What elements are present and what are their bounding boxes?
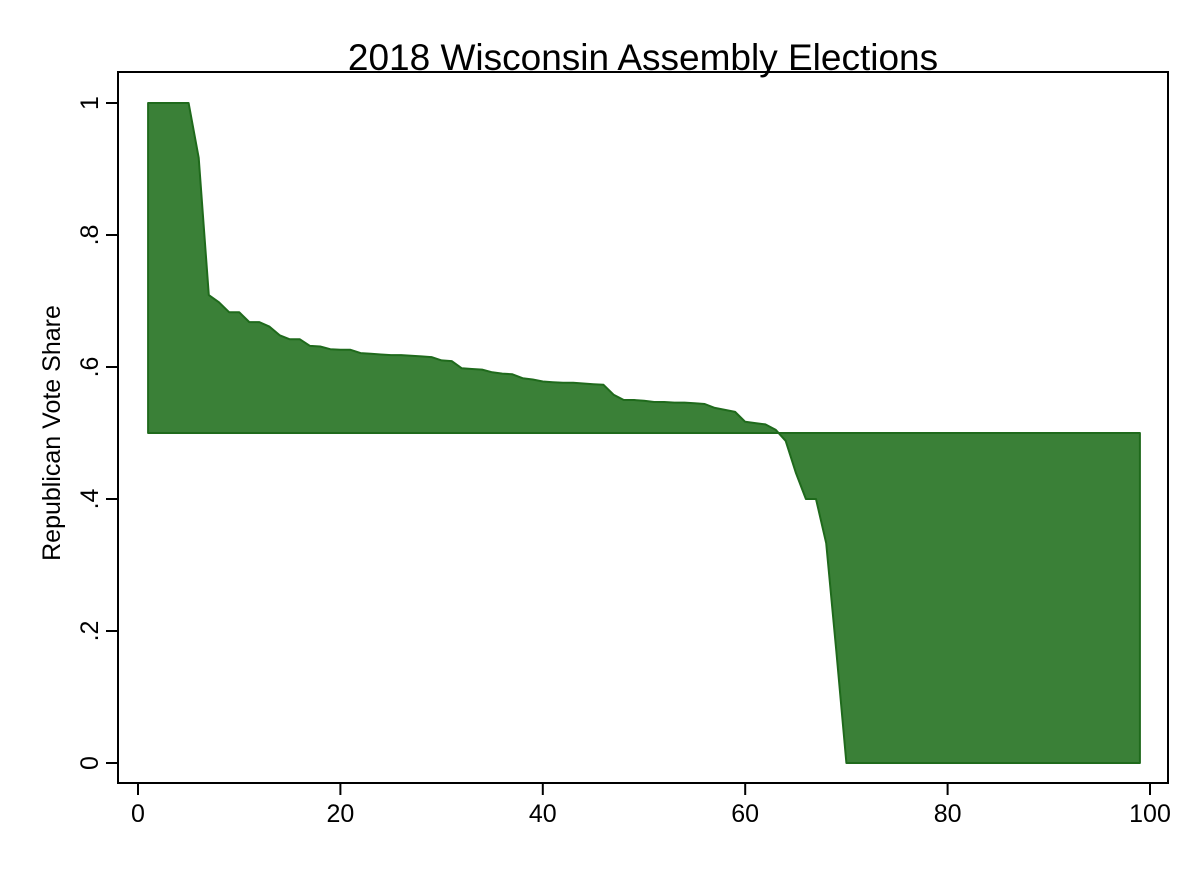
x-axis: 0 20 40 60 80 100 xyxy=(131,783,1171,828)
x-tick-label: 0 xyxy=(131,800,145,828)
y-tick-label: 1 xyxy=(76,96,104,110)
y-axis: 0 .2 .4 .6 .8 1 xyxy=(76,96,118,770)
vote-share-area xyxy=(147,102,1141,764)
x-tick-label: 20 xyxy=(326,800,354,828)
plot-frame xyxy=(117,71,1169,784)
x-tick-label: 80 xyxy=(934,800,962,828)
y-tick-label: .6 xyxy=(76,357,104,378)
y-tick-label: .4 xyxy=(76,488,104,509)
y-tick-label: .2 xyxy=(76,621,104,642)
x-tick-label: 40 xyxy=(529,800,557,828)
y-tick-label: .8 xyxy=(76,225,104,246)
y-tick-label: 0 xyxy=(76,756,104,770)
x-tick-label: 60 xyxy=(731,800,759,828)
y-axis-label: Republican Vote Share xyxy=(38,305,66,561)
x-tick-label: 100 xyxy=(1129,800,1171,828)
